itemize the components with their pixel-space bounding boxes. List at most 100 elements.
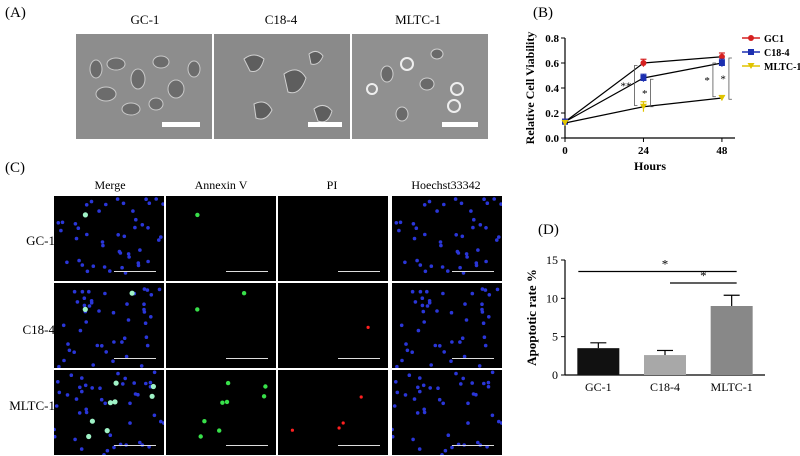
fluorescence-cells [366, 325, 370, 329]
legend-marker [747, 63, 755, 69]
sig-48-b-label: * [720, 74, 726, 86]
fluorescence-cells [392, 370, 502, 455]
legend-label: GC1 [764, 34, 784, 45]
fluorescence-image [54, 283, 164, 368]
sig-48-a-label: * [704, 75, 710, 87]
column-header-annexin: Annexin V [194, 178, 248, 192]
point-mltc1 [639, 103, 647, 110]
legend-label: MLTC-1 [764, 62, 800, 73]
sig-label: * [700, 268, 707, 283]
apoptotic-bar-chart: 0 5 10 15 Apoptotic rate % GC-1 C18-4 MLTC-1 * * [524, 253, 765, 394]
scale-bar [338, 271, 380, 272]
panel-b-letter: (B) [533, 5, 553, 21]
fluorescence-cells [394, 197, 502, 275]
y-tick-label: 0.6 [545, 58, 559, 70]
sig-24-a [634, 65, 638, 106]
y-tick-label: 10 [546, 291, 558, 305]
row-label-gc1: GC-1 [26, 233, 55, 248]
scale-bar-gc1 [162, 122, 200, 127]
y-tick-label: 0 [552, 368, 558, 382]
fluorescence-image [54, 370, 164, 455]
sig-24-b [650, 78, 654, 108]
panel-a-label-gc1: GC-1 [130, 12, 160, 27]
scale-bar [452, 358, 494, 359]
y-tick-label: 15 [546, 253, 558, 267]
x-tick-label: C18-4 [650, 380, 680, 394]
fluorescence-cells [278, 196, 388, 281]
column-header-pi: PI [326, 178, 338, 192]
fluorescence-cells [198, 380, 268, 439]
mltc1-cells-illustration [366, 48, 464, 122]
sig-label: * [662, 257, 669, 272]
micrograph-c184 [214, 34, 350, 139]
point-mltc1 [561, 120, 569, 126]
sig-48-b [728, 57, 732, 100]
scale-bar [452, 271, 494, 272]
c184-cells-illustration [243, 50, 333, 123]
bar-gc-1 [577, 348, 620, 375]
fluorescence-image [278, 370, 388, 455]
fluorescence-image [278, 283, 388, 368]
fluorescence-image [392, 370, 502, 455]
fluorescence-cells [290, 395, 363, 432]
micrograph-mltc1 [352, 34, 488, 139]
scale-bar-c184 [308, 122, 342, 127]
fluorescence-cells [195, 212, 200, 218]
scale-bar [226, 445, 268, 446]
scale-bar [226, 271, 268, 272]
sig-24-b-label: * [642, 88, 648, 100]
y-tick-label: 0.2 [545, 108, 559, 120]
x-axis-label: Hours [634, 159, 666, 173]
fluorescence-image [54, 196, 164, 281]
fluorescence-cells [56, 197, 164, 275]
point-mltc1 [718, 95, 726, 101]
row-label-mltc1: MLTC-1 [9, 398, 55, 413]
gc1-cells-illustration [89, 55, 201, 116]
panel-d-letter: (D) [538, 222, 559, 238]
sig-48-a [712, 62, 716, 98]
point-c184 [640, 75, 647, 81]
panel-a-label-c184: C18-4 [264, 12, 298, 27]
fluorescence-image [392, 283, 502, 368]
scale-bar [114, 445, 156, 446]
y-axis-label: Relative Cell Viability [523, 32, 537, 145]
fluorescence-image [166, 370, 276, 455]
point-c184 [718, 60, 725, 66]
x-tick-label: 24 [638, 145, 650, 157]
scale-bar [226, 358, 268, 359]
point-gc1 [718, 53, 725, 60]
y-axis-label: Apoptotic rate % [524, 269, 539, 366]
scale-bar [114, 358, 156, 359]
micrograph-gc1 [76, 34, 212, 139]
viability-line-chart: 0.0 0.2 0.4 0.6 0.8 0 24 48 Hours Relative Cell V… [523, 32, 800, 173]
sig-24-a-label: ** [620, 81, 631, 93]
bar-c18-4 [644, 355, 686, 375]
fluorescence-cells [195, 291, 247, 312]
x-tick-label: 48 [716, 145, 728, 157]
panel-a-label-mltc1: MLTC-1 [395, 12, 441, 27]
column-header-hoechst: Hoechst33342 [411, 178, 481, 192]
fluorescence-image [278, 196, 388, 281]
x-tick-label: GC-1 [585, 380, 612, 394]
x-tick-label: MLTC-1 [711, 380, 753, 394]
scale-bar [338, 445, 380, 446]
column-header-merge: Merge [94, 178, 126, 192]
fluorescence-image [166, 196, 276, 281]
y-tick-label: 0.0 [545, 133, 559, 145]
bar-mltc-1 [710, 306, 753, 375]
fluorescence-cells [54, 370, 164, 455]
y-tick-label: 0.4 [545, 83, 559, 95]
y-tick-label: 0.8 [545, 33, 559, 45]
fluorescence-cells [395, 287, 500, 368]
legend-label: C18-4 [764, 48, 790, 59]
point-gc1 [640, 60, 647, 66]
x-tick-label: 0 [562, 145, 568, 157]
fluorescence-cells [57, 287, 162, 368]
legend-marker [748, 49, 754, 55]
fluorescence-image [392, 196, 502, 281]
fluorescence-image [166, 283, 276, 368]
scale-bar-mltc1 [442, 122, 478, 127]
panel-a-letter: (A) [5, 5, 26, 21]
scale-bar [338, 358, 380, 359]
scale-bar [114, 271, 156, 272]
